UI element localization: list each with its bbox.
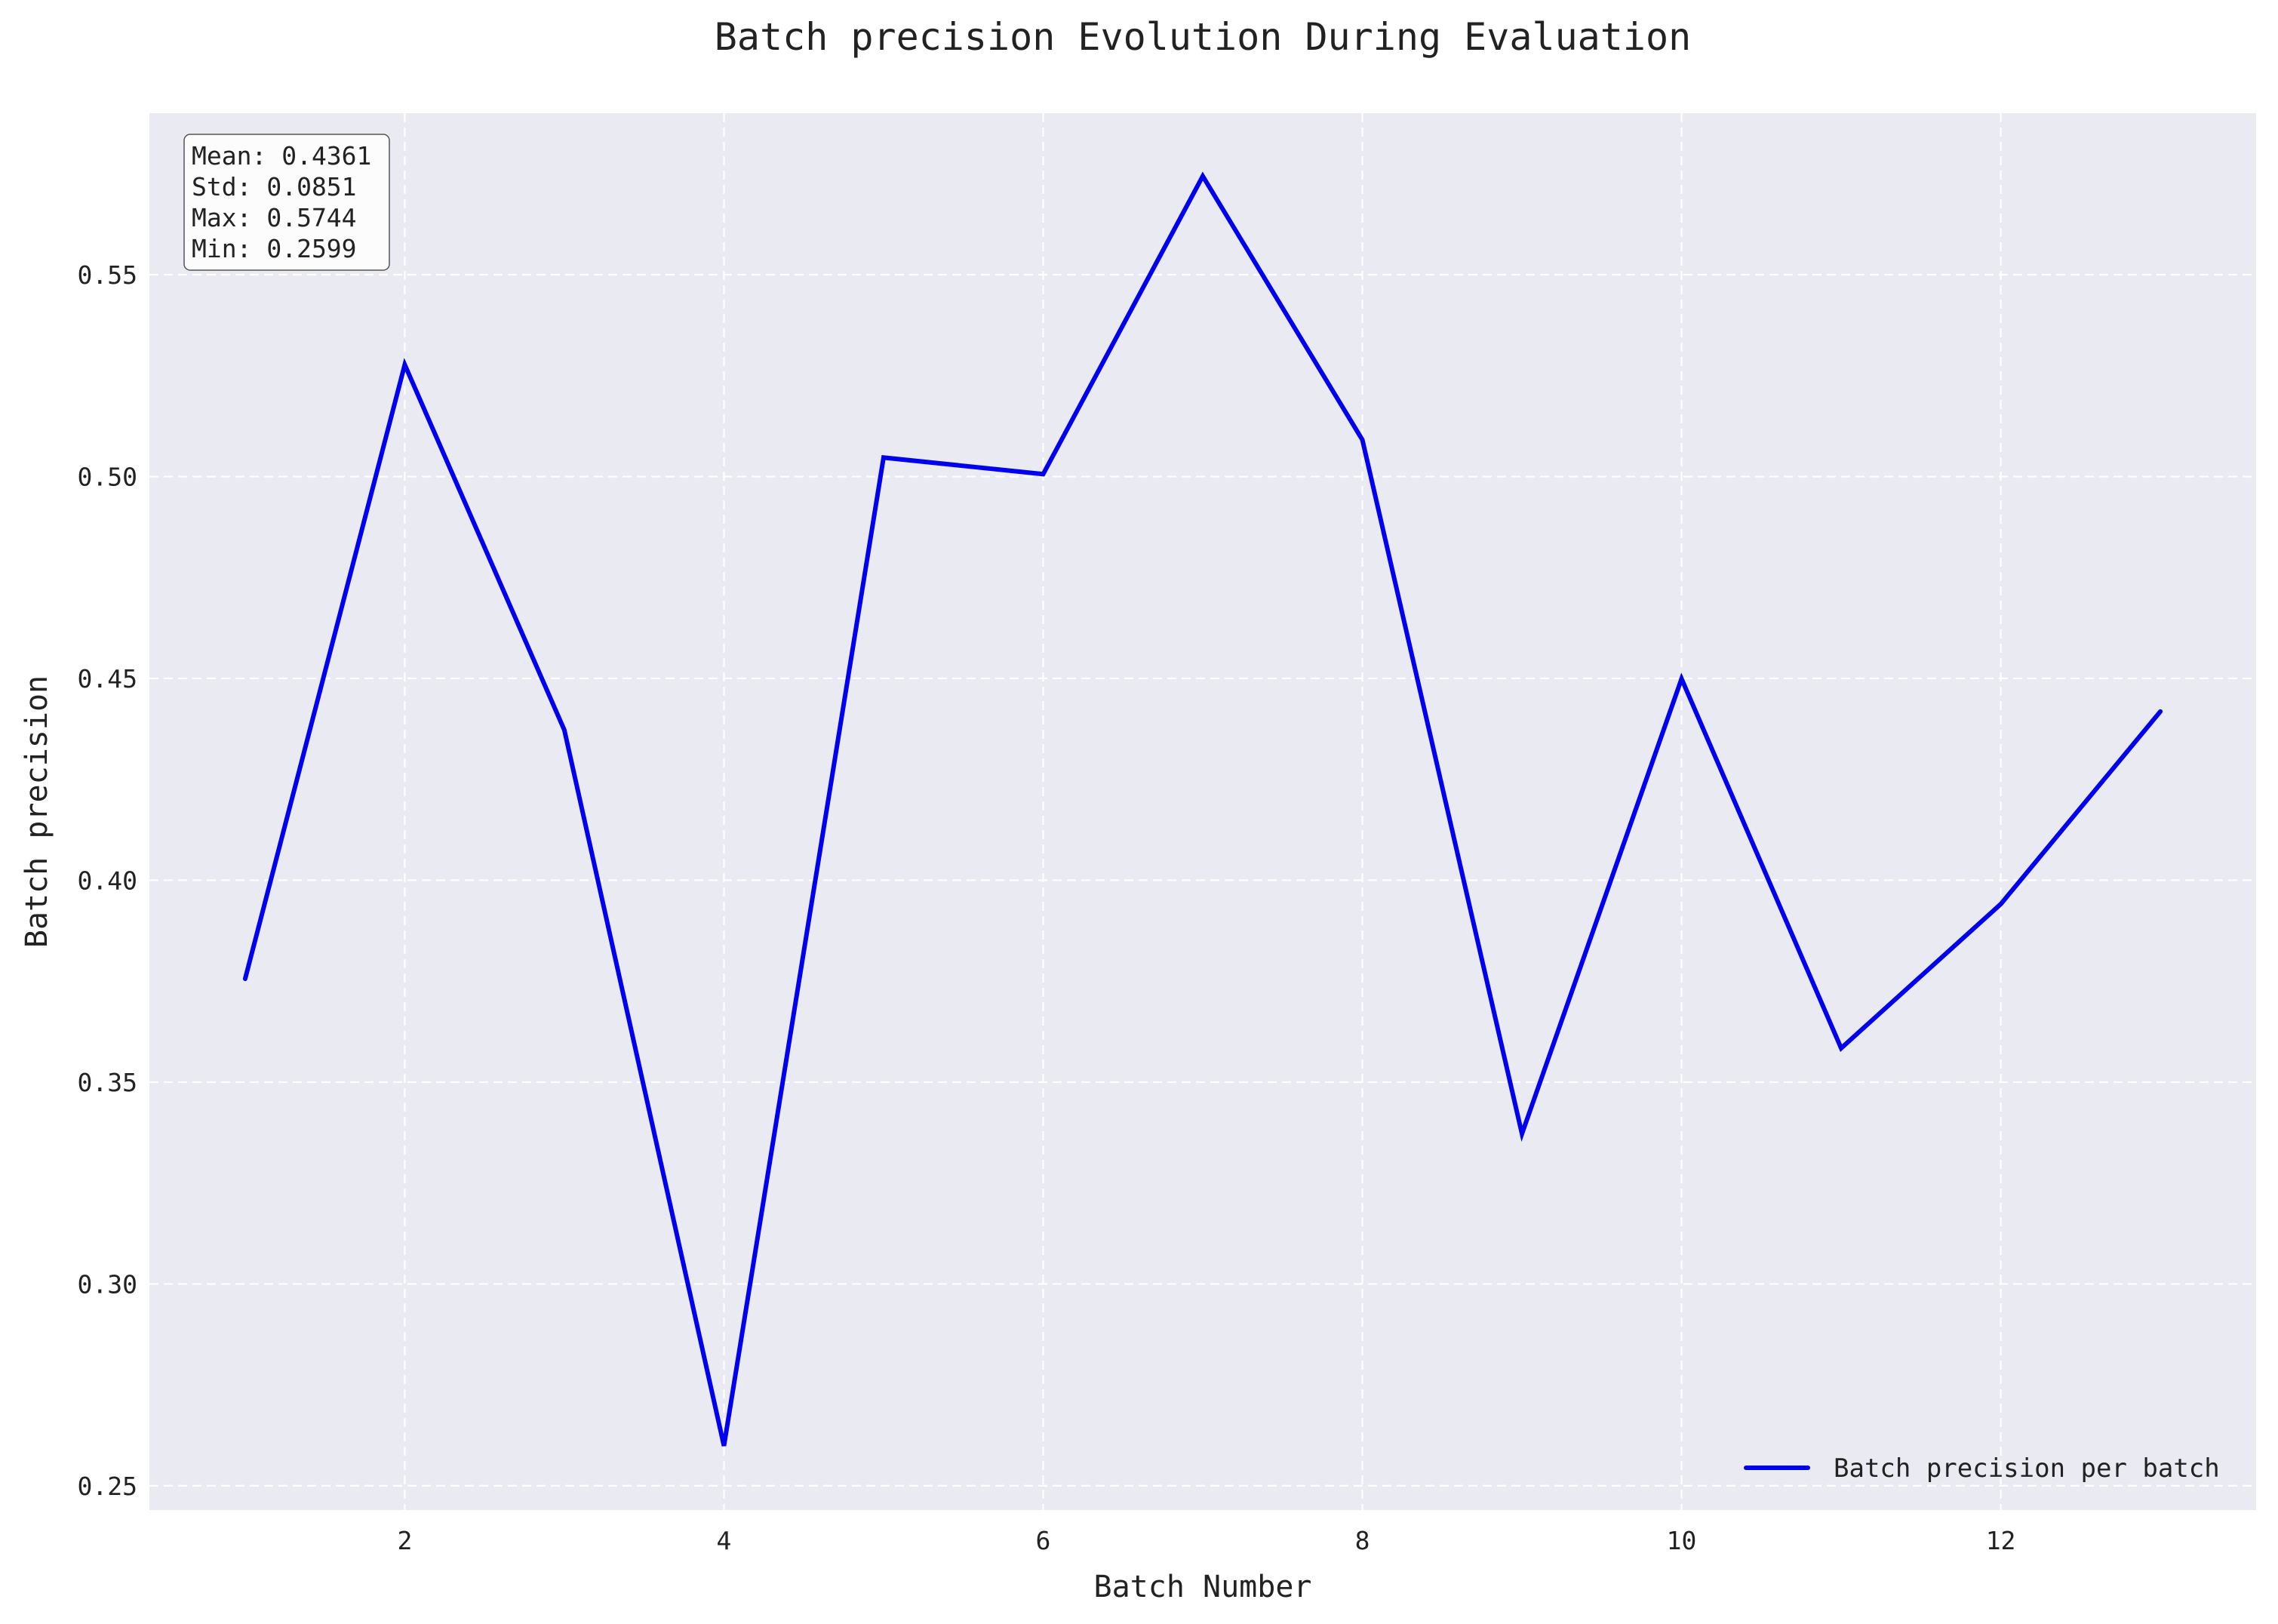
x-tick-label: 4 [717, 1526, 732, 1555]
y-tick-label: 0.55 [78, 260, 137, 290]
x-axis-label: Batch Number [1094, 1570, 1312, 1604]
x-tick-label: 8 [1355, 1526, 1370, 1555]
tick-labels: 2 4 6 8 10 12 0.25 0.30 0.35 0.40 0.45 0.50 0.55 [78, 260, 2016, 1555]
x-tick-label: 10 [1667, 1526, 1697, 1555]
x-tick-label: 6 [1036, 1526, 1051, 1555]
x-tick-label: 12 [1986, 1526, 2016, 1555]
x-tick-label: 2 [397, 1526, 412, 1555]
y-tick-label: 0.45 [78, 664, 137, 694]
stats-min: Min: 0.2599 [192, 234, 357, 263]
y-tick-label: 0.30 [78, 1269, 137, 1299]
series-line [242, 171, 2163, 1447]
legend: Batch precision per batch [1744, 1453, 2220, 1484]
series-lines [242, 171, 2163, 1447]
stats-max: Max: 0.5744 [192, 203, 357, 232]
stats-box: Mean: 0.4361 Std: 0.0851 Max: 0.5744 Min… [183, 134, 390, 271]
legend-label: Batch precision per batch [1834, 1453, 2220, 1484]
y-tick-label: 0.50 [78, 462, 137, 491]
stats-box-frame [183, 134, 390, 271]
plot-area [149, 113, 2256, 1510]
y-tick-label: 0.25 [78, 1472, 137, 1501]
y-tick-label: 0.35 [78, 1068, 137, 1097]
grid-lines [149, 113, 2256, 1510]
stats-mean: Mean: 0.4361 [192, 141, 371, 171]
y-axis-label: Batch precision [20, 675, 54, 948]
y-tick-label: 0.40 [78, 866, 137, 895]
chart-title: Batch precision Evolution During Evaluat… [715, 15, 1691, 59]
stats-std: Std: 0.0851 [192, 172, 357, 201]
